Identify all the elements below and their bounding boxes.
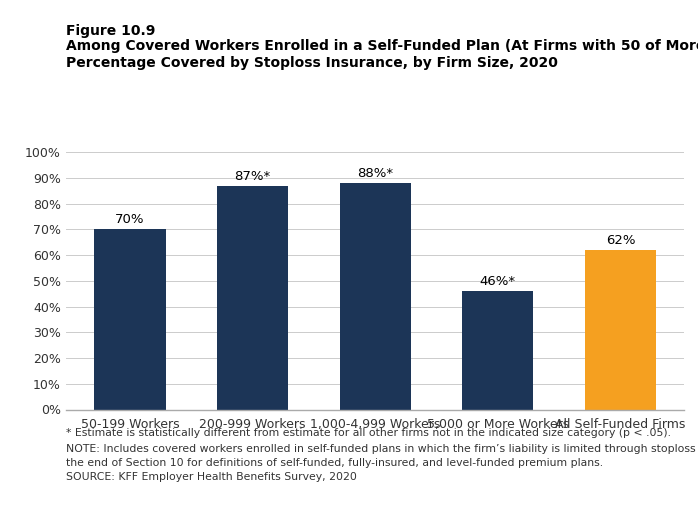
Text: 88%*: 88%* (357, 167, 393, 180)
Bar (94, 229, 165, 410)
Text: Percentage Covered by Stoploss Insurance, by Firm Size, 2020: Percentage Covered by Stoploss Insurance… (66, 56, 558, 70)
Text: 62%: 62% (606, 234, 635, 247)
Bar (217, 186, 288, 410)
Text: SOURCE: KFF Employer Health Benefits Survey, 2020: SOURCE: KFF Employer Health Benefits Sur… (66, 472, 357, 482)
Text: 87%*: 87%* (235, 170, 271, 183)
Text: * Estimate is statistically different from estimate for all other firms not in t: * Estimate is statistically different fr… (66, 428, 671, 438)
Text: 46%*: 46%* (480, 275, 516, 288)
Text: the end of Section 10 for definitions of self-funded, fully-insured, and level-f: the end of Section 10 for definitions of… (66, 458, 604, 468)
Text: 70%: 70% (115, 213, 144, 226)
Text: NOTE: Includes covered workers enrolled in self-funded plans in which the firm’s: NOTE: Includes covered workers enrolled … (66, 444, 698, 454)
Text: Figure 10.9: Figure 10.9 (66, 24, 156, 38)
Bar (585, 250, 656, 410)
Bar (340, 183, 410, 410)
Bar (462, 291, 533, 410)
Text: Among Covered Workers Enrolled in a Self-Funded Plan (At Firms with 50 of More W: Among Covered Workers Enrolled in a Self… (66, 39, 698, 54)
